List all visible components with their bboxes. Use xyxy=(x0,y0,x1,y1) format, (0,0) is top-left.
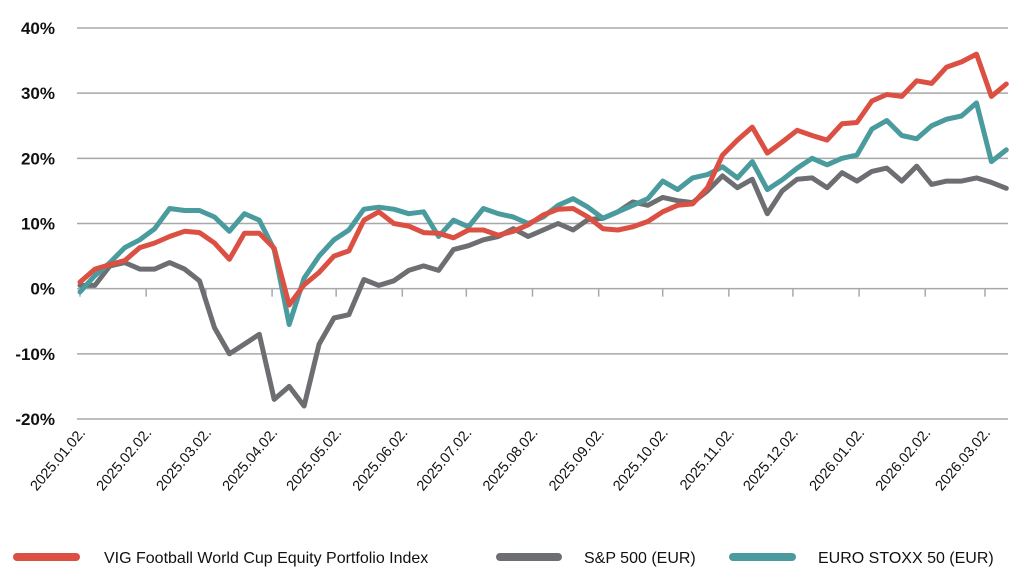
x-tick-label: 2025.10.02. xyxy=(610,425,672,494)
legend-label-sp500: S&P 500 (EUR) xyxy=(584,550,696,567)
x-tick-label: 2026.02.02. xyxy=(873,425,935,494)
x-tick-label: 2025.12.02. xyxy=(740,425,802,494)
y-tick-label: 10% xyxy=(21,215,55,234)
x-tick-label: 2025.08.02. xyxy=(480,425,542,494)
x-tick-label: 2025.09.02. xyxy=(546,425,608,494)
x-tick-label: 2025.01.02. xyxy=(28,425,90,494)
gridlines xyxy=(77,27,1008,420)
y-tick-label: -10% xyxy=(15,345,55,364)
y-tick-label: -20% xyxy=(15,410,55,429)
x-tick-label: 2025.02.02. xyxy=(94,425,156,494)
legend-item-vig: VIG Football World Cup Equity Portfolio … xyxy=(13,550,428,567)
y-tick-label: 0% xyxy=(30,280,55,299)
series-lines xyxy=(77,51,1009,409)
y-tick-label: 30% xyxy=(21,84,55,103)
y-axis: 40% 30% 20% 10% 0% -10% -20% xyxy=(15,19,55,429)
legend: VIG Football World Cup Equity Portfolio … xyxy=(13,550,994,567)
x-tick-label: 2026.03.02. xyxy=(933,425,995,494)
legend-label-eurostoxx: EURO STOXX 50 (EUR) xyxy=(818,550,994,567)
x-tick-label: 2025.07.02. xyxy=(414,425,476,494)
series-line-sp500 xyxy=(77,163,1009,409)
series-line-vig xyxy=(77,51,1009,308)
y-tick-label: 40% xyxy=(21,19,55,38)
legend-label-vig: VIG Football World Cup Equity Portfolio … xyxy=(104,550,428,567)
x-tick-label: 2025.04.02. xyxy=(220,425,282,494)
x-tick-label: 2025.05.02. xyxy=(284,425,346,494)
x-axis: 2025.01.02. 2025.02.02.2025.03.02. 2025.04… xyxy=(28,288,995,494)
x-tick-label: 2025.06.02. xyxy=(350,425,412,494)
legend-item-eurostoxx: EURO STOXX 50 (EUR) xyxy=(729,550,994,567)
y-tick-label: 20% xyxy=(21,149,55,168)
x-tick-label: 2025.03.02. xyxy=(153,425,215,494)
x-tick-label: 2026.01.02. xyxy=(807,425,869,494)
legend-item-sp500: S&P 500 (EUR) xyxy=(496,550,696,567)
x-tick-label: 2025.11.02. xyxy=(677,425,738,493)
